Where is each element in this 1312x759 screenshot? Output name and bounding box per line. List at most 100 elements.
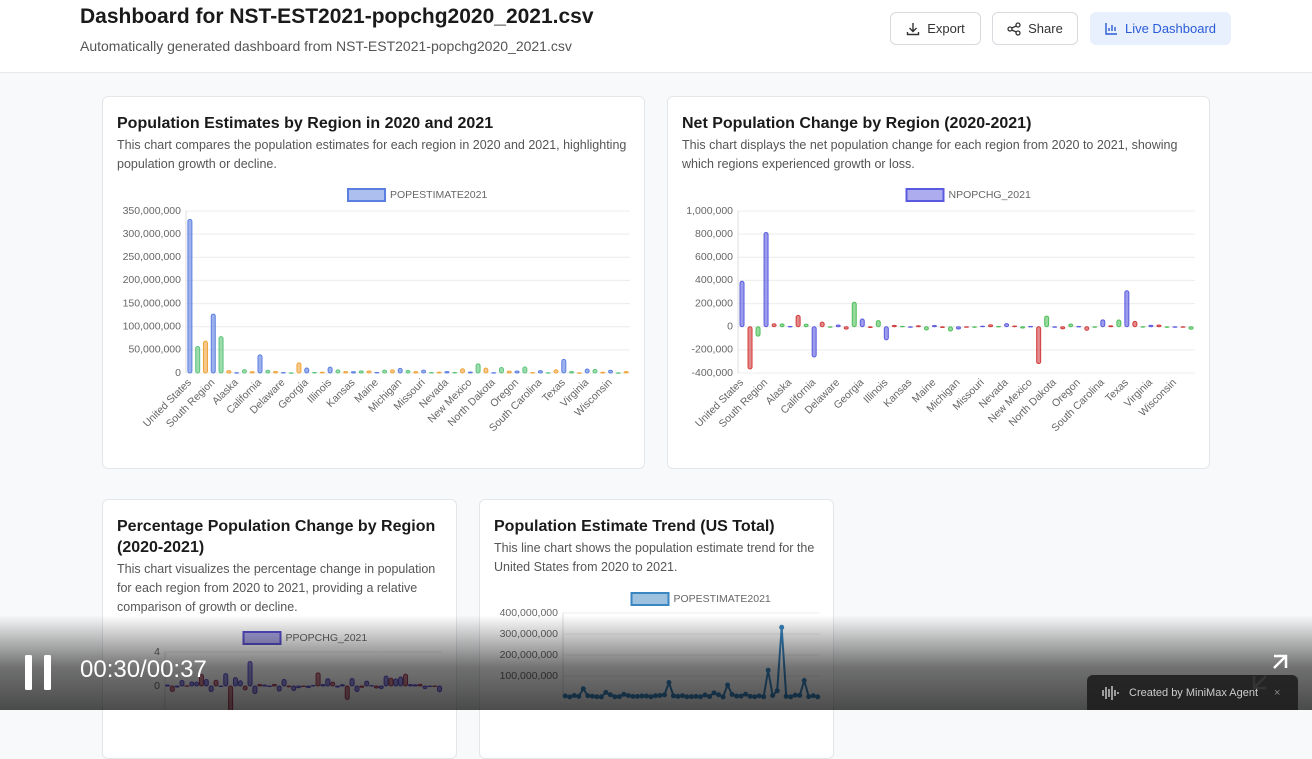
page-title: Dashboard for NST-EST2021-popchg2020_202…	[80, 5, 594, 28]
bar	[234, 372, 240, 374]
bar	[819, 321, 825, 328]
bar	[273, 370, 279, 374]
bar	[739, 280, 745, 328]
bar	[931, 325, 937, 328]
bar	[265, 369, 271, 374]
bar	[202, 340, 208, 374]
chart-title: Net Population Change by Region (2020-20…	[682, 115, 1032, 132]
bar	[779, 323, 785, 328]
badge-close[interactable]: ×	[1274, 686, 1281, 699]
download-icon	[907, 22, 920, 35]
bar	[827, 326, 833, 328]
bar	[584, 368, 590, 374]
agent-badge: Created by MiniMax Agent ×	[1087, 675, 1298, 710]
share-button[interactable]: Share	[992, 12, 1078, 45]
bar	[811, 326, 817, 358]
bar	[608, 369, 614, 374]
bar	[996, 325, 1002, 328]
bar	[569, 370, 575, 374]
bar	[592, 368, 598, 374]
y-tick-label: 350,000,000	[123, 205, 182, 217]
chart-description: This chart compares the population estim…	[117, 138, 627, 171]
bar	[1036, 326, 1042, 365]
bar	[530, 371, 536, 374]
bar	[187, 218, 193, 374]
bar	[327, 366, 333, 374]
bar	[915, 325, 921, 328]
bar	[1068, 323, 1074, 328]
y-tick-label: 150,000,000	[123, 297, 182, 309]
legend-label: POPESTIMATE2021	[390, 189, 487, 201]
bar	[483, 367, 489, 374]
bar	[358, 370, 364, 374]
bar	[460, 368, 466, 374]
bar	[257, 354, 263, 374]
chart-card: Net Population Change by Region (2020-20…	[667, 96, 1210, 469]
bar	[787, 325, 793, 328]
bar	[1084, 326, 1090, 331]
bar	[280, 372, 286, 374]
y-tick-label: 50,000,000	[128, 344, 181, 356]
y-tick-label: 600,000	[695, 251, 733, 263]
bar	[867, 326, 873, 329]
bar	[397, 367, 403, 374]
bar	[923, 326, 929, 331]
bar	[747, 326, 753, 370]
bar	[1172, 326, 1178, 328]
bar	[304, 367, 310, 374]
legend-swatch	[347, 188, 386, 202]
bar	[444, 371, 450, 374]
bar	[964, 326, 969, 328]
chart-title: Population Estimates by Region in 2020 a…	[117, 115, 494, 132]
bar	[218, 336, 224, 374]
bar	[421, 369, 427, 374]
wave-icon	[1102, 685, 1119, 700]
bar	[382, 369, 388, 374]
bar	[615, 372, 621, 374]
y-tick-label: 0	[175, 367, 181, 379]
bar	[1164, 326, 1170, 328]
share-label: Share	[1028, 21, 1063, 36]
live-dashboard-button[interactable]: Live Dashboard	[1090, 12, 1231, 45]
bar	[980, 325, 986, 328]
bar	[843, 326, 849, 330]
bar	[1052, 326, 1058, 328]
bar	[413, 371, 419, 374]
bar	[1100, 319, 1106, 328]
bar	[374, 371, 380, 374]
chart-title: Population Estimate Trend (US Total)	[494, 518, 775, 535]
bar	[1108, 325, 1114, 328]
live-dashboard-label: Live Dashboard	[1124, 21, 1217, 36]
bar	[1028, 325, 1034, 328]
bar	[506, 370, 512, 374]
bar	[907, 326, 913, 328]
bar	[859, 318, 865, 328]
bar	[241, 369, 247, 374]
bar	[467, 371, 473, 374]
y-tick-label: 1,000,000	[686, 205, 733, 217]
y-tick-label: 800,000	[695, 228, 733, 240]
fullscreen-button[interactable]	[1252, 654, 1288, 690]
bar	[350, 371, 356, 374]
legend-swatch	[905, 188, 945, 202]
y-tick-label: 200,000,000	[123, 274, 182, 286]
bar	[545, 372, 551, 374]
bar	[1180, 326, 1186, 328]
bar	[195, 346, 201, 374]
bar	[883, 326, 889, 341]
bar	[319, 371, 325, 374]
bar	[1116, 319, 1122, 328]
export-button[interactable]: Export	[890, 12, 981, 45]
bar	[1076, 325, 1082, 328]
legend-label: NPOPCHG_2021	[949, 189, 1031, 201]
bar	[537, 370, 543, 374]
pause-button[interactable]	[24, 655, 54, 691]
chart-icon	[1105, 23, 1117, 35]
page-subtitle: Automatically generated dashboard from N…	[80, 38, 572, 54]
bar	[452, 371, 458, 374]
y-tick-label: 300,000,000	[123, 228, 182, 240]
bar	[249, 371, 255, 374]
bar	[335, 369, 341, 374]
legend-label: POPESTIMATE2021	[674, 593, 771, 605]
bar	[1060, 326, 1066, 330]
